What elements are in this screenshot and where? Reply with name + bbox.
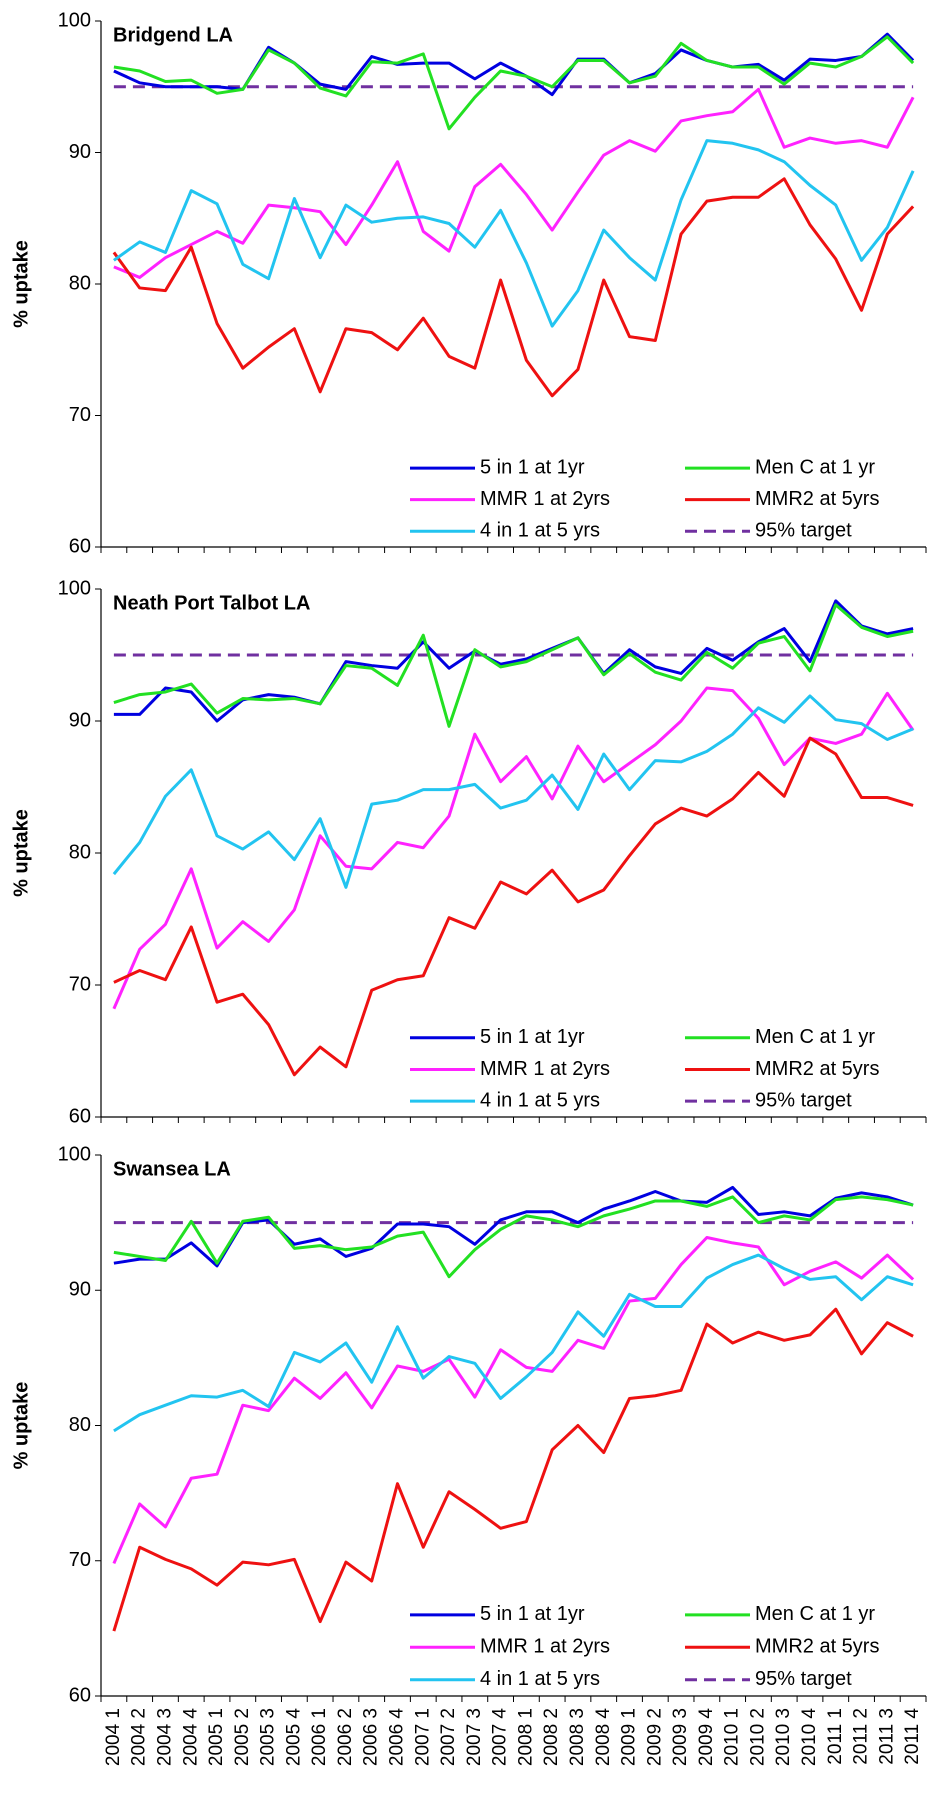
legend-label: 4 in 1 at 5 yrs xyxy=(480,1089,600,1111)
legend-label: Men C at 1 yr xyxy=(755,456,875,478)
x-tick-label: 2008 1 xyxy=(515,1708,536,1766)
legend-label: 5 in 1 at 1yr xyxy=(480,456,585,478)
x-tick-label: 2011 3 xyxy=(876,1708,897,1765)
x-tick-label: 2006 1 xyxy=(309,1708,330,1766)
x-tick-label: 2005 1 xyxy=(206,1708,227,1766)
x-tick-label: 2009 3 xyxy=(670,1708,691,1766)
series-line xyxy=(112,686,915,1010)
series-line xyxy=(112,1236,915,1565)
x-tick-label: 2004 2 xyxy=(129,1708,150,1766)
x-tick-label: 2006 2 xyxy=(335,1708,356,1766)
x-tick-label: 2005 3 xyxy=(258,1708,279,1766)
y-tick-label: 60 xyxy=(69,1684,91,1706)
legend-label: MMR2 at 5yrs xyxy=(755,488,879,510)
x-tick-label: 2011 2 xyxy=(851,1708,872,1765)
y-tick-label: 70 xyxy=(69,973,91,995)
series-line xyxy=(112,177,915,398)
y-tick-label: 60 xyxy=(69,1105,91,1127)
series-line xyxy=(113,1185,914,1268)
y-tick-label: 80 xyxy=(69,1414,91,1436)
x-tick-label: 2011 4 xyxy=(902,1708,923,1765)
x-tick-label: 2009 4 xyxy=(696,1708,717,1767)
legend-label: MMR 1 at 2yrs xyxy=(480,488,610,510)
legend-label: MMR 1 at 2yrs xyxy=(480,1636,610,1658)
legend-label: Men C at 1 yr xyxy=(755,1603,875,1625)
y-axis-label: % uptake xyxy=(10,1382,32,1470)
x-tick-label: 2011 1 xyxy=(825,1708,846,1765)
legend-label: Men C at 1 yr xyxy=(755,1026,875,1048)
legend-label: 4 in 1 at 5 yrs xyxy=(480,1668,600,1690)
x-tick-label: 2009 2 xyxy=(644,1708,665,1766)
y-tick-label: 80 xyxy=(69,272,91,294)
panel-title: Bridgend LA xyxy=(113,24,233,46)
x-tick-label: 2004 3 xyxy=(154,1708,175,1766)
series-line xyxy=(113,603,914,728)
x-tick-label: 2010 2 xyxy=(747,1708,768,1766)
y-tick-label: 70 xyxy=(69,1549,91,1571)
x-tick-label: 2004 1 xyxy=(103,1708,124,1766)
x-tick-label: 2010 4 xyxy=(799,1708,820,1767)
x-tick-label: 2004 4 xyxy=(180,1708,201,1767)
series-line xyxy=(113,736,914,1077)
y-tick-label: 60 xyxy=(69,535,91,557)
x-tick-label: 2007 4 xyxy=(490,1708,511,1767)
panel-title: Neath Port Talbot LA xyxy=(113,592,310,614)
x-tick-label: 2005 2 xyxy=(232,1708,253,1766)
legend-label: 95% target xyxy=(755,1089,852,1111)
series-line xyxy=(112,694,914,889)
legend-label: MMR2 at 5yrs xyxy=(755,1636,879,1658)
legend-label: MMR 1 at 2yrs xyxy=(480,1058,610,1080)
y-tick-label: 70 xyxy=(69,404,91,426)
y-tick-label: 100 xyxy=(58,9,91,31)
x-tick-label: 2008 3 xyxy=(567,1708,588,1766)
panel-title: Swansea LA xyxy=(113,1158,231,1180)
x-tick-label: 2007 2 xyxy=(438,1708,459,1766)
x-tick-label: 2009 1 xyxy=(619,1708,640,1766)
x-tick-label: 2010 3 xyxy=(773,1708,794,1766)
x-tick-label: 2006 3 xyxy=(361,1708,382,1766)
series-line xyxy=(113,35,915,131)
y-tick-label: 100 xyxy=(58,577,91,599)
y-axis-label: % uptake xyxy=(10,809,32,897)
series-line xyxy=(113,139,915,328)
x-tick-label: 2006 4 xyxy=(387,1708,408,1767)
y-tick-label: 90 xyxy=(69,1279,91,1301)
x-tick-label: 2007 1 xyxy=(412,1708,433,1766)
series-line xyxy=(112,1307,914,1632)
x-tick-label: 2005 4 xyxy=(283,1708,304,1767)
x-tick-label: 2007 3 xyxy=(464,1708,485,1766)
series-line xyxy=(113,87,915,279)
legend-label: MMR2 at 5yrs xyxy=(755,1058,879,1080)
legend-label: 5 in 1 at 1yr xyxy=(480,1026,585,1048)
y-tick-label: 80 xyxy=(69,841,91,863)
x-tick-label: 2010 1 xyxy=(722,1708,743,1766)
y-tick-label: 90 xyxy=(69,709,91,731)
legend-label: 95% target xyxy=(755,520,852,542)
legend-label: 95% target xyxy=(755,1668,852,1690)
y-tick-label: 100 xyxy=(58,1143,91,1165)
x-tick-label: 2008 2 xyxy=(541,1708,562,1766)
y-tick-label: 90 xyxy=(69,141,91,163)
legend-label: 4 in 1 at 5 yrs xyxy=(480,520,600,542)
series-line xyxy=(113,1253,914,1433)
y-axis-label: % uptake xyxy=(10,240,32,328)
series-line xyxy=(113,1195,914,1279)
x-tick-label: 2008 4 xyxy=(593,1708,614,1767)
legend-label: 5 in 1 at 1yr xyxy=(480,1603,585,1625)
